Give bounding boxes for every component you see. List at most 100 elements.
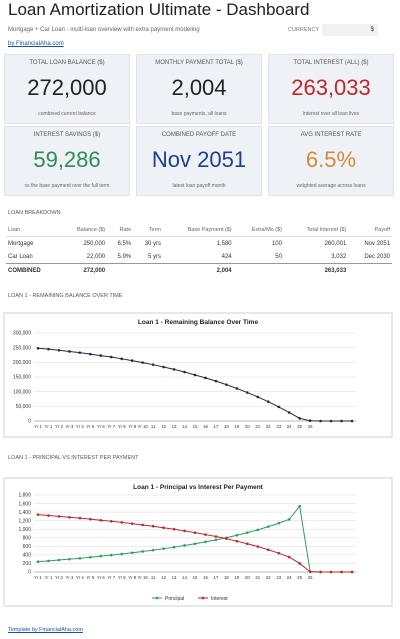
legend-marker [155,596,159,600]
point [256,395,260,399]
point [246,542,249,546]
point [319,419,322,423]
y-tick-label: 100,000 [13,389,31,395]
x-tick-label: Yr 2 [55,575,63,580]
x-tick-label: 21 [255,575,260,580]
table-cell: 5 yrs [148,253,162,260]
x-tick-label: Yr 5 [86,424,94,429]
point [183,544,186,547]
table-cell: 260,001 [324,240,347,247]
kpi-value: 59,286 [33,147,101,172]
x-tick-label: 23 [276,424,281,429]
x-tick-label: 19 [234,424,239,429]
x-tick-label: Yr 10 [138,575,149,580]
kpi-value: 2,004 [171,75,227,100]
chart-frame [3,477,393,607]
table-cell: Mortgage [8,240,34,247]
x-tick-label: Yr 10 [138,424,149,429]
table-cell: Loan [6,223,60,237]
point [256,545,260,548]
point [246,531,249,534]
point [277,521,281,525]
point [319,570,322,574]
point [183,370,186,374]
x-tick-label: 19 [234,575,239,580]
y-tick-label: 1,400 [18,510,31,516]
point [193,531,197,534]
x-tick-label: Yr 9 [128,424,136,429]
point [57,349,61,352]
point [36,346,40,350]
point [266,525,270,528]
kpi-card: MONTHLY PAYMENT TOTAL ($) 2,004 base payme… [136,54,262,124]
footer-link[interactable]: Template by FinancialAha.com [8,627,83,633]
currency-input[interactable]: $ [322,24,378,36]
point [47,514,50,517]
x-tick-label: Yr 1 [34,424,42,429]
x-tick-label: Yr 7 [107,424,115,429]
point [68,350,71,353]
kpi-card: TOTAL LOAN BALANCE ($) 272,000 combined cu… [4,54,130,124]
kpi-value: 6.5% [305,147,357,172]
point [298,417,301,420]
table-cell: Rate [107,223,134,237]
kpi-caption: interest over all loan lives [302,111,360,117]
kpi-caption: weighted average across loans [296,183,366,189]
kpi-card: AVG INTEREST RATE 6.5% weighted average ac… [268,126,394,196]
y-tick-label: 50,000 [16,404,32,410]
x-tick-label: Yr 9 [128,575,136,580]
point [78,516,82,520]
x-tick-label: 22 [266,424,271,429]
table-row: Loan Balance ($) Rate Term Base Payment ($) E… [6,223,392,237]
title: Loan Amortization Ultimate - Dashboard [8,0,310,19]
point [308,419,312,423]
x-tick-label: 13 [172,424,177,429]
point [120,552,124,556]
table-cell: Base Payment ($) [163,223,234,237]
point [47,347,50,351]
section-label: LOAN 1 - REMAINING BALANCE OVER TIME [8,293,123,299]
link[interactable]: by FinancialAha.com [8,41,64,47]
x-tick-label: 26 [308,575,313,580]
section-label: LOAN BREAKDOWN [8,210,61,216]
kpi-label: INTEREST SAVINGS ($) [33,132,101,138]
x-tick-label: 13 [172,575,177,580]
x-tick-label: 25 [297,424,302,429]
point [99,518,103,522]
kpi-caption: vs the base payment over the full term [24,183,110,189]
point [287,411,291,414]
point [277,405,281,409]
kpi-label: COMBINED PAYOFF DATE [161,132,237,138]
point [256,528,260,532]
point [99,354,103,357]
y-tick-label: 200 [23,561,32,567]
kpi-label: MONTHLY PAYMENT TOTAL ($) [155,60,243,66]
point [47,559,50,563]
point [89,517,92,521]
y-tick-label: 0 [28,419,31,425]
point [68,557,71,561]
x-tick-label: 11 [151,575,156,580]
point [172,368,176,371]
point [298,562,301,565]
table-cell: Extra/Mo ($) [233,223,284,237]
x-tick-label: Yr 6 [97,575,105,580]
point [225,383,228,386]
x-tick-label: Yr 1 [34,575,42,580]
kpi-caption: base payments, all loans [171,111,227,117]
point [246,391,249,394]
x-tick-label: 18 [224,424,229,429]
x-tick-label: Yr 1 [45,424,53,429]
chart-title: Loan 1 - Principal vs Interest Per Payme… [133,484,264,491]
x-tick-label: Yr 8 [118,424,126,429]
point [172,527,176,531]
y-tick-label: 1,800 [18,493,31,499]
table-cell: Nov 2051 [364,240,390,247]
x-tick-label: 26 [308,424,313,429]
kpi-value: 272,000 [27,75,107,100]
point [277,551,281,555]
x-tick-label: Yr 1 [45,575,53,580]
x-tick-label: 15 [193,575,198,580]
x-tick-label: Yr 8 [118,575,126,580]
table-row: COMBINED 272,000 2,004 263,033 [6,263,392,277]
